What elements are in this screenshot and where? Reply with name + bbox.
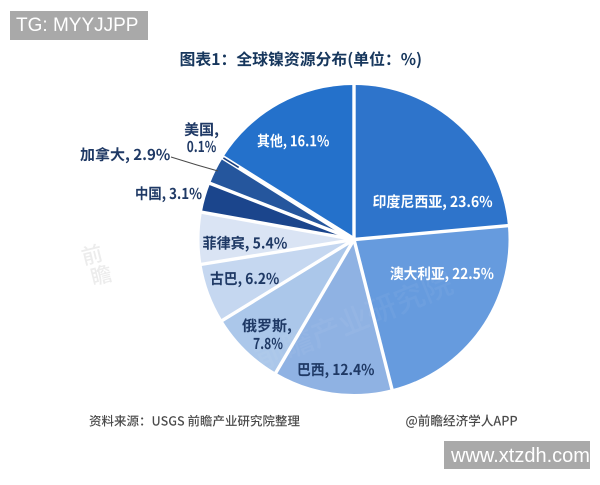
svg-text:TG: MYYJJPP: TG: MYYJJPP — [16, 15, 138, 36]
svg-text:www.xtzdh.com: www.xtzdh.com — [450, 445, 590, 467]
